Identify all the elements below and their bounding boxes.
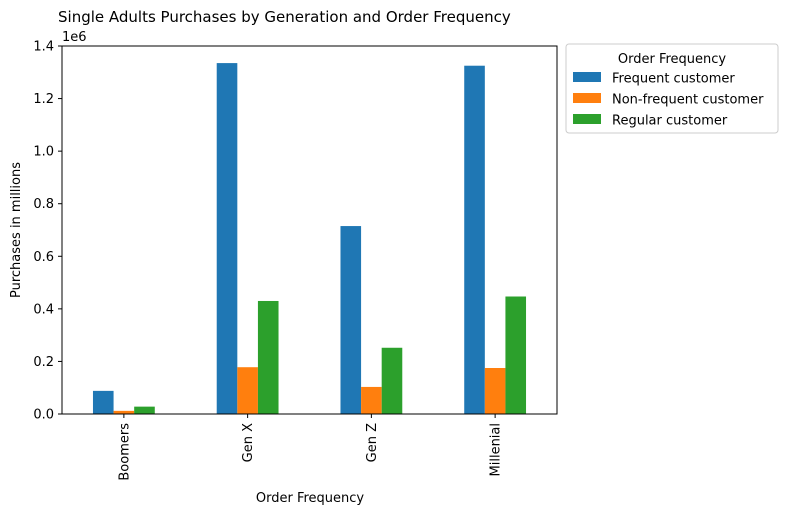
y-tick-label: 1.2 — [33, 92, 54, 107]
plot-frame — [61, 45, 558, 415]
bars-layer — [92, 63, 527, 415]
bar — [340, 226, 362, 414]
legend-label: Non-frequent customer — [612, 93, 764, 108]
bar — [92, 390, 114, 414]
bar — [381, 347, 403, 414]
y-ticks-layer: 0.0 0.2 0.4 0.6 0.8 1.0 1.2 1.4 — [33, 40, 62, 423]
chart-title: Single Adults Purchases by Generation an… — [58, 8, 511, 26]
y-tick-label: 0.6 — [33, 250, 54, 265]
bar — [237, 367, 258, 414]
y-tick-label: 0.0 — [33, 408, 54, 423]
x-axis-label: Order Frequency — [256, 491, 365, 506]
legend-swatch — [573, 114, 601, 124]
legend-title: Order Frequency — [618, 52, 727, 67]
bar — [216, 63, 238, 415]
bar — [134, 406, 155, 414]
legend-label: Frequent customer — [612, 72, 735, 87]
y-tick-label: 1.4 — [33, 40, 54, 55]
bar — [505, 296, 527, 414]
bar — [464, 65, 485, 415]
bar — [484, 368, 506, 414]
legend-label: Regular customer — [612, 114, 728, 129]
bar — [361, 386, 382, 414]
x-tick-label: Millenial — [489, 423, 504, 476]
y-tick-label: 0.8 — [33, 197, 54, 212]
x-ticks-layer: Boomers Gen X Gen Z Millenial — [117, 414, 504, 481]
y-axis-offset-text: 1e6 — [62, 30, 87, 45]
legend-swatch — [573, 72, 601, 82]
y-tick-label: 0.2 — [33, 355, 54, 370]
legend: Order Frequency Frequent customer Non-fre… — [565, 43, 779, 134]
legend-frame — [565, 43, 779, 134]
legend-items: Frequent customer Non-frequent customer Re… — [573, 72, 764, 129]
y-axis-label: Purchases in millions — [9, 162, 24, 298]
bar — [113, 410, 135, 414]
bar — [257, 300, 279, 414]
x-tick-label: Gen Z — [365, 423, 380, 462]
x-tick-label: Gen X — [241, 423, 256, 462]
y-tick-label: 0.4 — [33, 302, 54, 317]
y-tick-label: 1.0 — [33, 145, 54, 160]
legend-swatch — [573, 93, 601, 103]
x-tick-label: Boomers — [117, 423, 132, 481]
